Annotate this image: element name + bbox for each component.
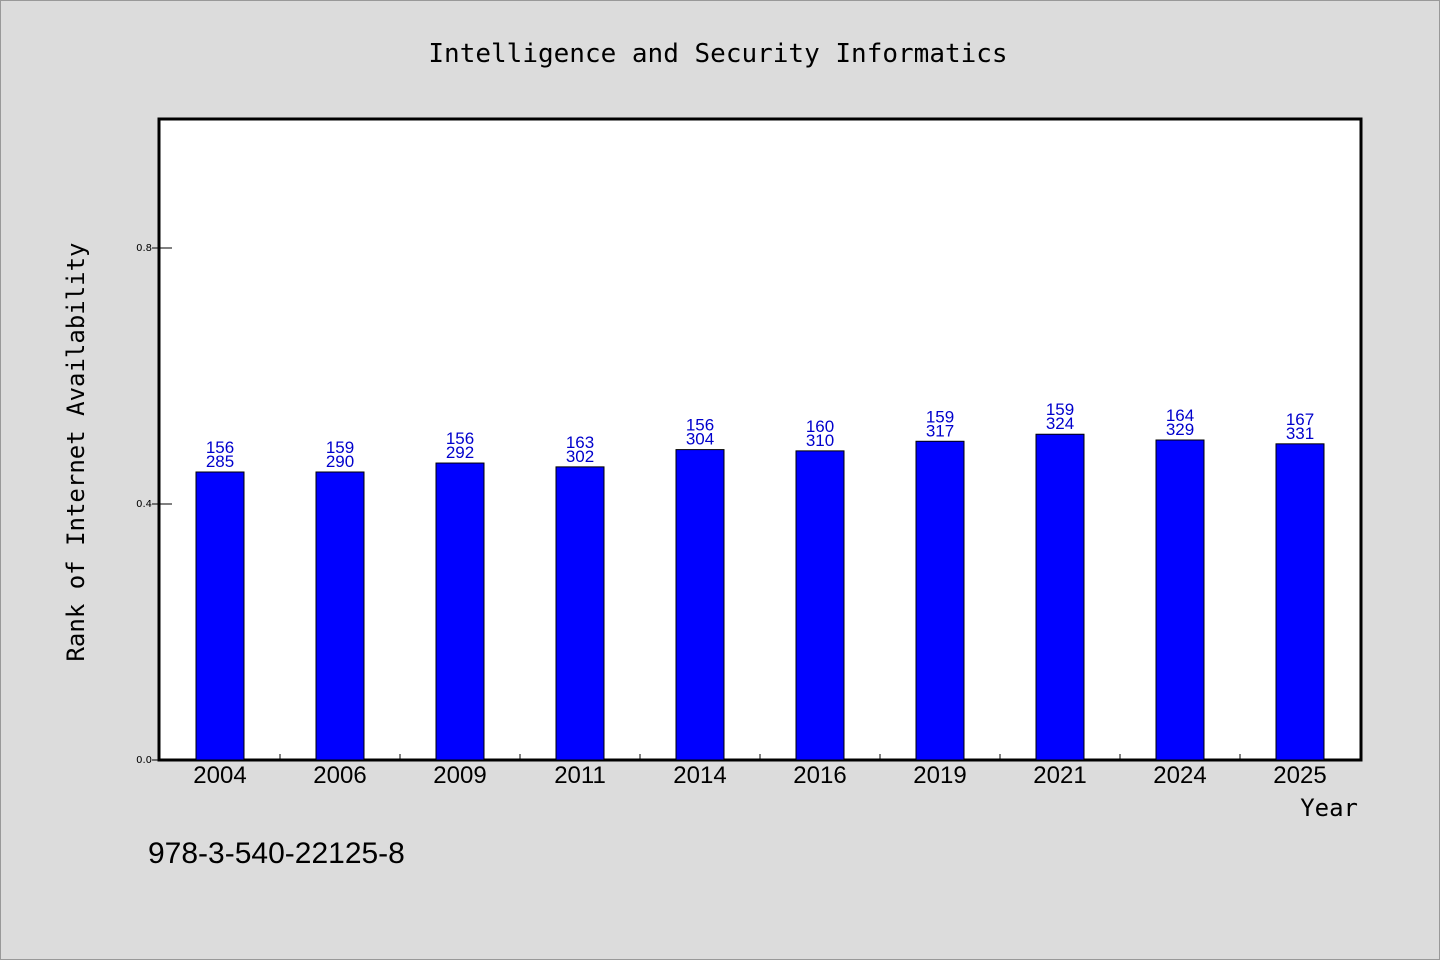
y-tick-label: 0.8 (136, 243, 152, 254)
bar-2014 (675, 449, 725, 761)
bar-2021 (1035, 433, 1085, 761)
bar-label-bottom: 304 (686, 430, 714, 449)
bar-label-bottom: 324 (1046, 414, 1074, 433)
bar-label-bottom: 292 (446, 443, 474, 462)
bar-label-bottom: 329 (1166, 420, 1194, 439)
y-tick-label: 0.4 (136, 499, 152, 510)
bar-label-top: 156 (686, 416, 714, 435)
x-tick-label: 2004 (193, 762, 246, 789)
bar-label-bottom: 290 (326, 452, 354, 471)
bar-2011 (555, 466, 605, 761)
bars (195, 433, 1325, 761)
x-tick-label: 2016 (793, 762, 846, 789)
x-axis-label: Year (1300, 794, 1358, 822)
bar-label-top: 159 (1046, 400, 1074, 419)
x-tick-label: 2009 (433, 762, 486, 789)
bar-label-top: 163 (566, 433, 594, 452)
bar-label-top: 156 (446, 429, 474, 448)
bar-label-top: 159 (926, 407, 954, 426)
x-tick-label: 2025 (1273, 762, 1326, 789)
x-tick-label: 2014 (673, 762, 726, 789)
bar-label-top: 164 (1166, 406, 1194, 425)
bar-2016 (795, 450, 845, 761)
chart-title: Intelligence and Security Informatics (428, 39, 1007, 69)
bar-label-bottom: 285 (206, 452, 234, 471)
x-axis: 2004 2006 2009 2011 2014 2016 2019 2021 2024 2025 (193, 754, 1327, 789)
bar-2024 (1155, 439, 1205, 761)
x-tick-label: 2011 (554, 762, 606, 789)
x-tick-label: 2019 (913, 762, 966, 789)
bar-2004 (195, 471, 245, 761)
x-tick-label: 2021 (1033, 762, 1086, 789)
x-tick-label: 2024 (1153, 762, 1206, 789)
bar-label-bottom: 302 (566, 447, 594, 466)
y-axis: 0.0 0.4 0.8 (136, 243, 172, 766)
footnote: 978-3-540-22125-8 (148, 837, 405, 870)
bar-label-bottom: 310 (806, 431, 834, 450)
y-tick-label: 0.0 (136, 755, 152, 766)
bar-label-top: 159 (326, 438, 354, 457)
bar-label-top: 167 (1286, 410, 1314, 429)
bar-2009 (435, 462, 485, 761)
bar-label-top: 160 (806, 417, 834, 436)
bar-2025 (1275, 443, 1325, 761)
bar-2006 (315, 471, 365, 761)
bar-label-bottom: 317 (926, 421, 954, 440)
bar-label-top: 156 (206, 438, 234, 457)
bar-2019 (915, 440, 965, 761)
y-axis-label: Rank of Internet Availability (62, 242, 90, 661)
x-tick-label: 2006 (313, 762, 366, 789)
bar-label-bottom: 331 (1286, 424, 1314, 443)
